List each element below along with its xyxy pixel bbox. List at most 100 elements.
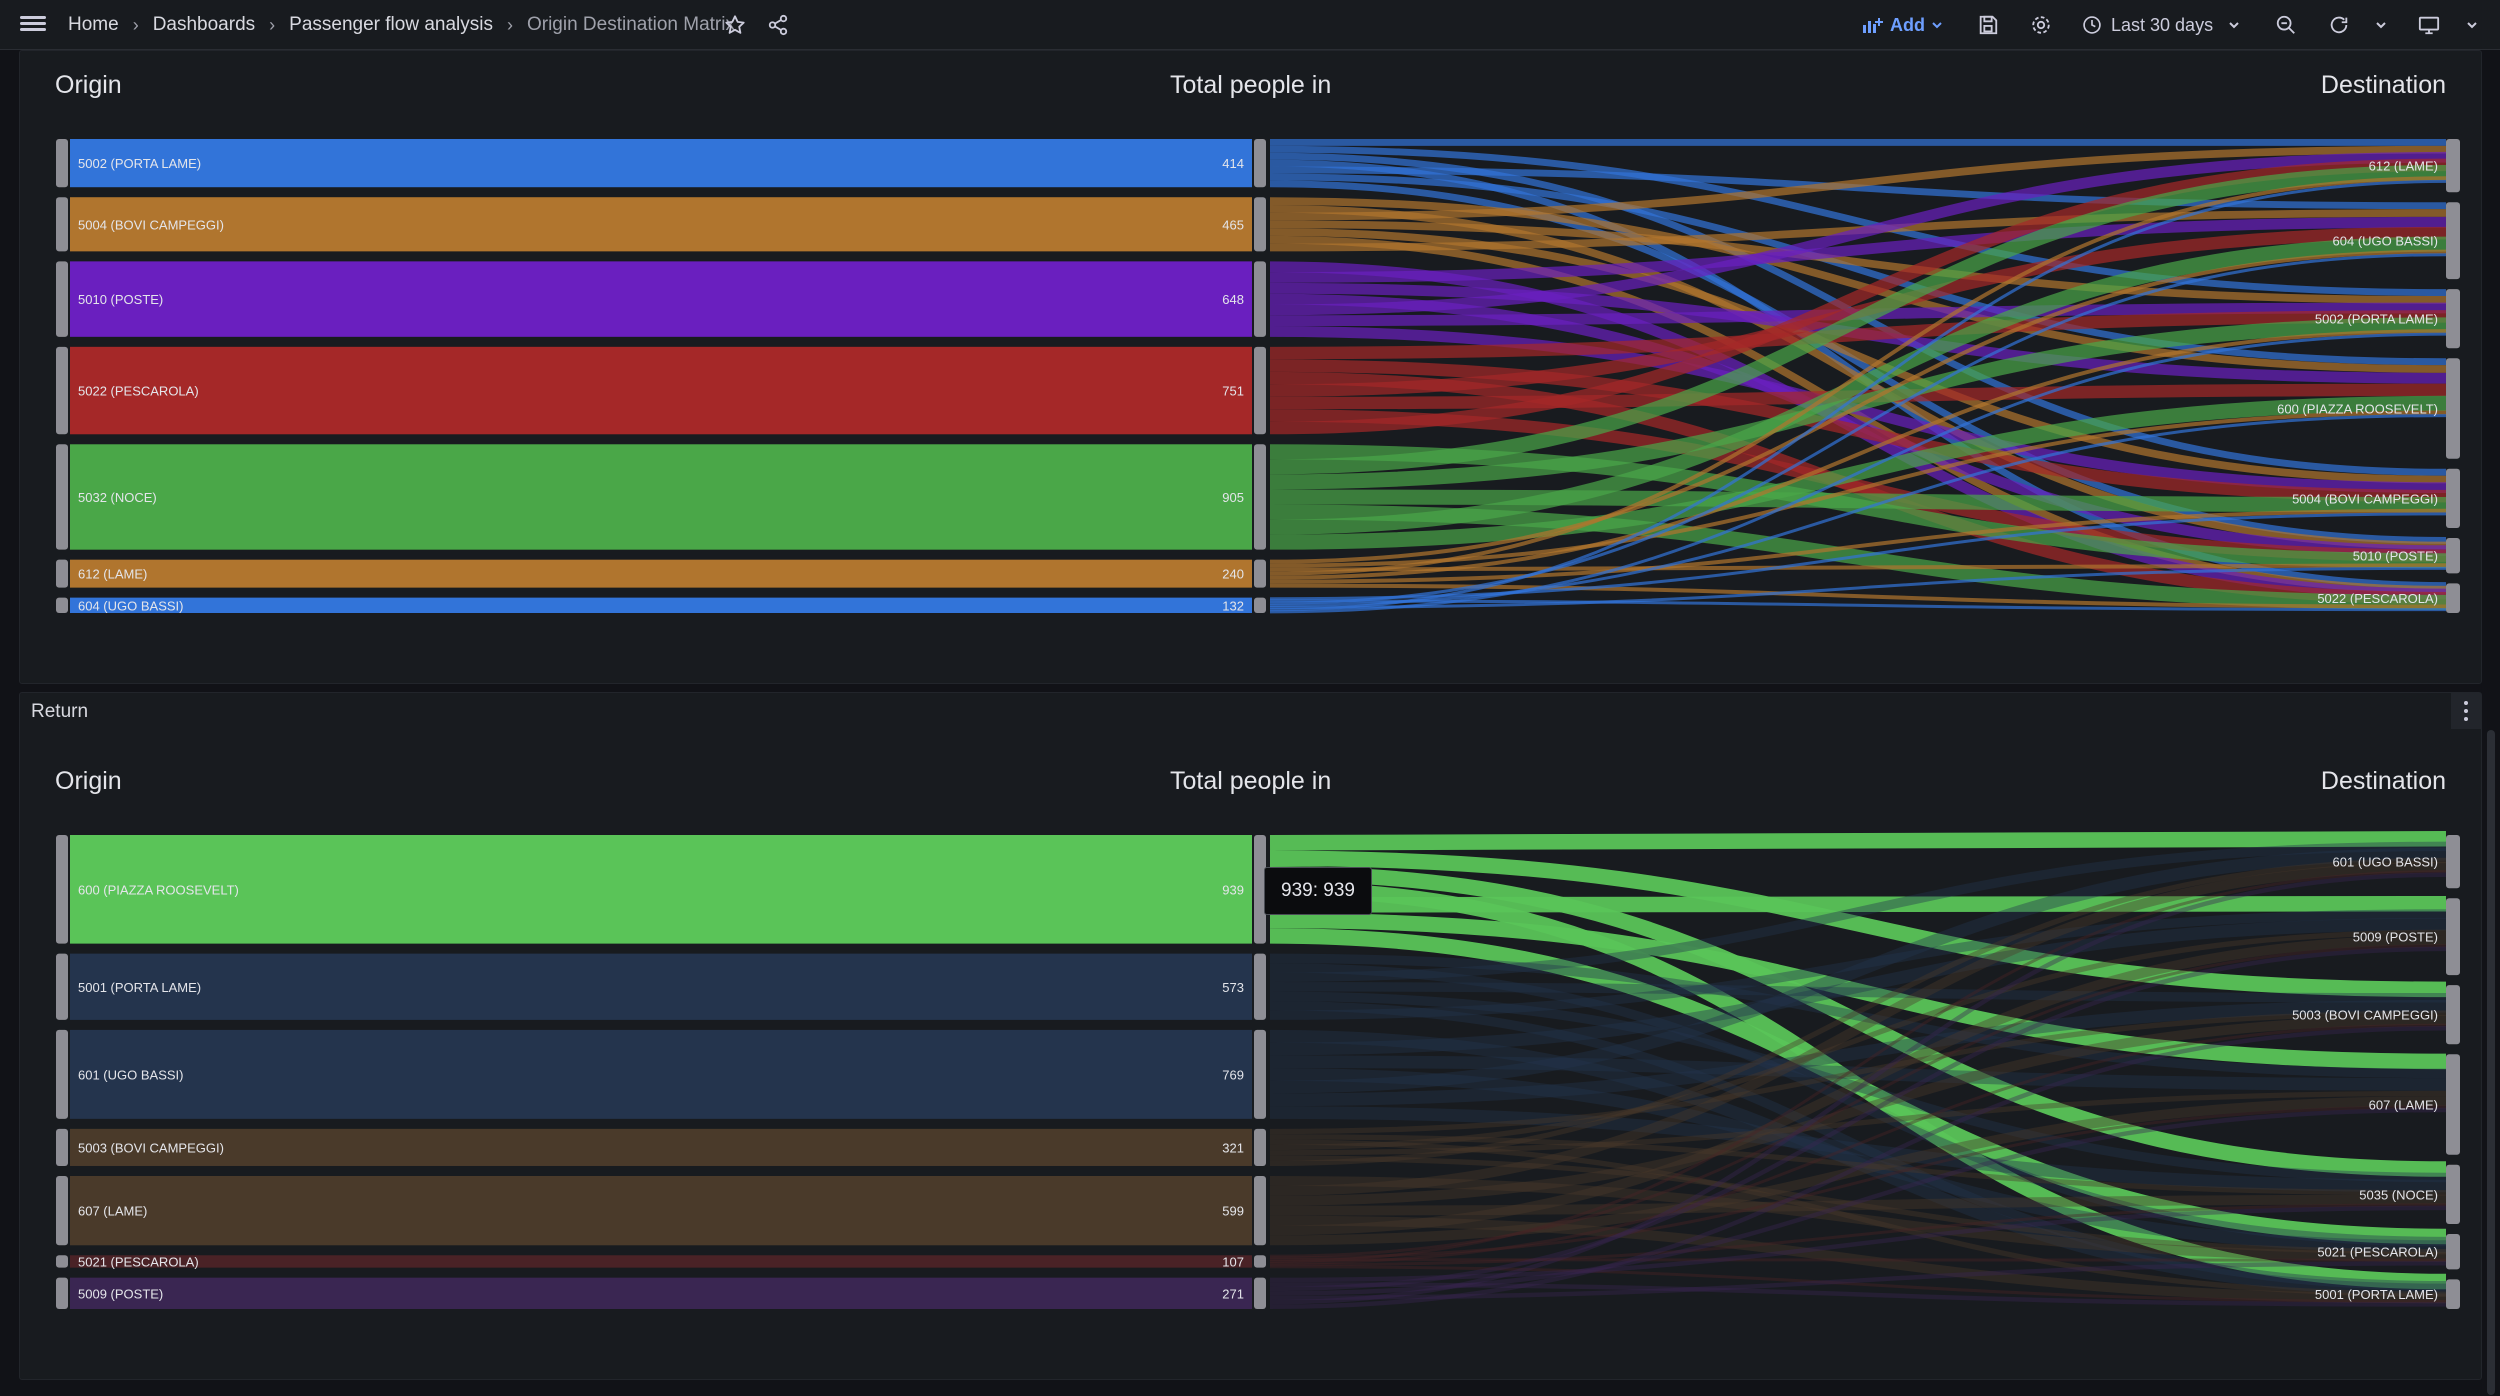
origin-bar[interactable]: [70, 1277, 1252, 1309]
origin-bar[interactable]: [70, 559, 1252, 588]
sankey-link[interactable]: [1269, 895, 2447, 913]
sankey-link[interactable]: [1269, 1265, 2447, 1303]
sankey-link[interactable]: [1269, 566, 2447, 610]
origin-node-handle[interactable]: [56, 1175, 68, 1246]
destination-node-handle[interactable]: [2446, 835, 2460, 889]
origin-bar[interactable]: [70, 1255, 1252, 1268]
sankey-link[interactable]: [1269, 583, 2447, 609]
sankey-link[interactable]: [1269, 1105, 2447, 1260]
panel-menu-icon[interactable]: [2451, 693, 2481, 729]
zoom-out-icon[interactable]: [2273, 12, 2299, 38]
destination-node-handle[interactable]: [2446, 1164, 2460, 1224]
origin-bar[interactable]: [70, 597, 1252, 613]
sankey-link[interactable]: [1269, 944, 2447, 1258]
origin-node-handle[interactable]: [56, 444, 68, 550]
sankey-link[interactable]: [1269, 1282, 2447, 1307]
time-range-picker[interactable]: Last 30 days: [2082, 10, 2241, 40]
sankey-link[interactable]: [1269, 599, 2447, 612]
sankey-link[interactable]: [1269, 1025, 2447, 1310]
total-node-handle[interactable]: [1254, 559, 1266, 588]
destination-node-handle[interactable]: [2446, 583, 2460, 613]
origin-bar[interactable]: [70, 444, 1252, 550]
sankey-link[interactable]: [1269, 236, 2447, 535]
sankey-link[interactable]: [1269, 1096, 2447, 1246]
sankey-link[interactable]: [1269, 1205, 2447, 1283]
destination-node-handle[interactable]: [2446, 468, 2460, 528]
sankey-link[interactable]: [1269, 953, 2447, 1079]
origin-node-handle[interactable]: [56, 559, 68, 588]
sankey-link[interactable]: [1269, 946, 2447, 1292]
sankey-link[interactable]: [1269, 329, 2447, 580]
sankey-link[interactable]: [1269, 1055, 2447, 1091]
sankey-link[interactable]: [1269, 317, 2447, 490]
origin-bar[interactable]: [70, 197, 1252, 252]
sankey-link[interactable]: [1269, 912, 2447, 1070]
sankey-link[interactable]: [1269, 847, 2447, 1094]
destination-node-handle[interactable]: [2446, 537, 2460, 574]
sankey-link[interactable]: [1269, 1090, 2447, 1156]
total-node-handle[interactable]: [1254, 1175, 1266, 1246]
destination-node-handle[interactable]: [2446, 1054, 2460, 1155]
origin-node-handle[interactable]: [56, 597, 68, 613]
total-node-handle[interactable]: [1254, 1128, 1266, 1166]
breadcrumb-home[interactable]: Home: [68, 14, 119, 35]
breadcrumb-folder[interactable]: Passenger flow analysis: [289, 14, 493, 35]
sankey-link[interactable]: [1269, 310, 2447, 360]
sankey-link[interactable]: [1269, 220, 2447, 304]
sankey-link[interactable]: [1269, 850, 2447, 998]
page-scrollbar[interactable]: [2487, 730, 2495, 1395]
sankey-link[interactable]: [1269, 563, 2447, 572]
sankey-link[interactable]: [1269, 929, 2447, 1151]
total-node-handle[interactable]: [1254, 197, 1266, 252]
sankey-link[interactable]: [1269, 909, 2447, 1020]
refresh-interval-dropdown[interactable]: [2368, 12, 2394, 38]
sankey-link[interactable]: [1269, 164, 2447, 475]
total-node-handle[interactable]: [1254, 597, 1266, 613]
destination-node-handle[interactable]: [2446, 1279, 2460, 1309]
sankey-link[interactable]: [1269, 982, 2447, 1003]
destination-node-handle[interactable]: [2446, 898, 2460, 976]
total-node-handle[interactable]: [1254, 1277, 1266, 1309]
sankey-link[interactable]: [1269, 1010, 2447, 1135]
sankey-link[interactable]: [1269, 359, 2447, 503]
origin-node-handle[interactable]: [56, 835, 68, 944]
sankey-link[interactable]: [1269, 176, 2447, 576]
sankey-link[interactable]: [1269, 991, 2447, 1183]
origin-bar[interactable]: [70, 953, 1252, 1020]
sankey-link[interactable]: [1269, 249, 2447, 564]
sankey-link[interactable]: [1269, 1000, 2447, 1291]
destination-node-handle[interactable]: [2446, 289, 2460, 349]
sankey-link[interactable]: [1269, 151, 2447, 316]
total-node-handle[interactable]: [1254, 261, 1266, 337]
destination-node-handle[interactable]: [2446, 985, 2460, 1045]
sankey-link[interactable]: [1269, 1015, 2447, 1206]
sankey-link[interactable]: [1269, 145, 2447, 221]
origin-bar[interactable]: [70, 139, 1252, 188]
origin-bar[interactable]: [70, 1175, 1252, 1246]
origin-node-handle[interactable]: [56, 197, 68, 252]
sankey-link[interactable]: [1269, 253, 2447, 605]
sankey-link[interactable]: [1269, 831, 2447, 851]
sankey-link[interactable]: [1269, 866, 2447, 1177]
total-node-handle[interactable]: [1254, 139, 1266, 188]
destination-node-handle[interactable]: [2446, 202, 2460, 280]
origin-bar[interactable]: [70, 1128, 1252, 1166]
share-icon[interactable]: [765, 12, 791, 38]
sankey-link[interactable]: [1269, 145, 2447, 297]
total-node-handle[interactable]: [1254, 953, 1266, 1020]
sankey-link[interactable]: [1269, 158, 2447, 435]
sankey-link[interactable]: [1269, 1215, 2447, 1304]
origin-node-handle[interactable]: [56, 346, 68, 435]
sankey-link[interactable]: [1269, 917, 2447, 1056]
origin-bar[interactable]: [70, 346, 1252, 435]
sankey-link[interactable]: [1269, 999, 2447, 1107]
sankey-link[interactable]: [1269, 857, 2447, 1166]
tv-icon[interactable]: [2416, 12, 2442, 38]
total-node-handle[interactable]: [1254, 1255, 1266, 1268]
sankey-link[interactable]: [1269, 1068, 2447, 1253]
sankey-link[interactable]: [1269, 1107, 2447, 1296]
sankey-link[interactable]: [1269, 870, 2447, 1263]
origin-node-handle[interactable]: [56, 1029, 68, 1119]
sankey-link[interactable]: [1269, 332, 2447, 614]
sankey-link[interactable]: [1269, 508, 2447, 584]
